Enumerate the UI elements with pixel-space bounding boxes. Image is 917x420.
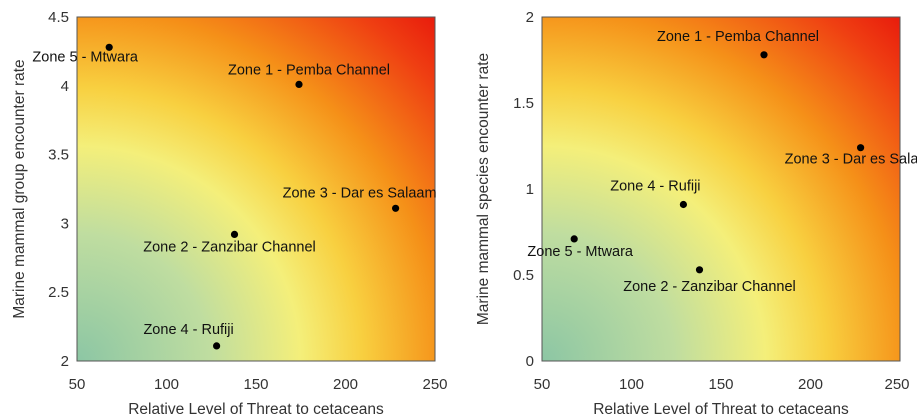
x-ticks-right: 50 100 150 200 250: [534, 376, 910, 393]
x-tick-left-100: 100: [154, 376, 179, 393]
point-label-left-4: Zone 2 - Zanzibar Channel: [143, 239, 316, 255]
point-label-left-3: Zone 3 - Dar es Salaam: [283, 185, 437, 201]
y-axis-title-right: Marine mammal species encounter rate: [475, 53, 492, 325]
x-axis-title-right: Relative Level of Threat to cetaceans: [593, 401, 849, 418]
plot-frame-left: [76, 16, 436, 362]
x-tick-right-100: 100: [619, 376, 644, 393]
data-point-right-5: [695, 266, 704, 274]
point-label-right-5: Zone 2 - Zanzibar Channel: [623, 279, 796, 295]
data-point-right-3: [679, 200, 688, 209]
point-label-left-5: Zone 4 - Rufiji: [143, 322, 233, 338]
plot-frame-right: [541, 16, 901, 362]
y-tick-right-1.5: 1.5: [513, 95, 534, 112]
y-tick-left-4.5: 4.5: [48, 9, 69, 26]
x-tick-left-50: 50: [69, 376, 86, 393]
point-label-right-2: Zone 3 - Dar es Salaam: [785, 152, 917, 168]
point-label-right-4: Zone 5 - Mtwara: [527, 244, 633, 260]
plot-area-left: [77, 17, 435, 361]
data-point-right-1: [760, 51, 768, 59]
x-tick-left-250: 250: [422, 376, 447, 393]
data-point-left-4: [230, 230, 239, 238]
data-point-left-2: [295, 80, 303, 88]
y-tick-right-2: 2: [526, 9, 534, 26]
y-tick-left-3.5: 3.5: [48, 147, 69, 164]
y-axis-title-left: Marine mammal group encounter rate: [11, 59, 28, 318]
x-ticks-left: 50 100 150 200 250: [69, 376, 448, 393]
points-right: Zone 1 - Pemba Channel Zone 3 - Dar es Sa…: [527, 29, 917, 295]
data-point-left-5: [213, 342, 221, 350]
chart-left: 50 100 150 200 250 2 2.5 3 3.5 4 4.5 Rel…: [11, 9, 448, 418]
data-point-left-3: [392, 204, 400, 212]
x-tick-right-250: 250: [884, 376, 909, 393]
chart-right: 50 100 150 200 250 0 0.5 1 1.5 2 Relativ…: [475, 9, 917, 418]
x-tick-left-200: 200: [333, 376, 358, 393]
data-point-right-2: [857, 144, 865, 152]
x-tick-right-200: 200: [798, 376, 823, 393]
x-axis-title-left: Relative Level of Threat to cetaceans: [128, 401, 384, 418]
data-point-left-1: [105, 43, 113, 51]
point-label-left-2: Zone 1 - Pemba Channel: [228, 62, 390, 78]
y-tick-left-2: 2: [61, 353, 69, 370]
x-tick-right-50: 50: [534, 376, 551, 393]
y-tick-left-2.5: 2.5: [48, 284, 69, 301]
data-point-right-4: [570, 235, 578, 243]
x-tick-left-150: 150: [243, 376, 268, 393]
point-label-right-3: Zone 4 - Rufiji: [610, 179, 700, 195]
y-tick-right-0: 0: [526, 353, 534, 370]
points-left: Zone 5 - Mtwara Zone 1 - Pemba Channel Zon…: [32, 43, 437, 350]
x-tick-right-150: 150: [708, 376, 733, 393]
y-ticks-right: 0 0.5 1 1.5 2: [513, 9, 534, 370]
plot-area-right: [542, 17, 900, 361]
y-tick-left-4: 4: [61, 78, 69, 95]
y-tick-right-0.5: 0.5: [513, 267, 534, 284]
y-tick-right-1: 1: [526, 181, 534, 198]
point-label-left-1: Zone 5 - Mtwara: [32, 49, 138, 65]
y-ticks-left: 2 2.5 3 3.5 4 4.5: [48, 9, 69, 370]
point-label-right-1: Zone 1 - Pemba Channel: [657, 29, 819, 45]
y-tick-left-3: 3: [61, 215, 69, 232]
